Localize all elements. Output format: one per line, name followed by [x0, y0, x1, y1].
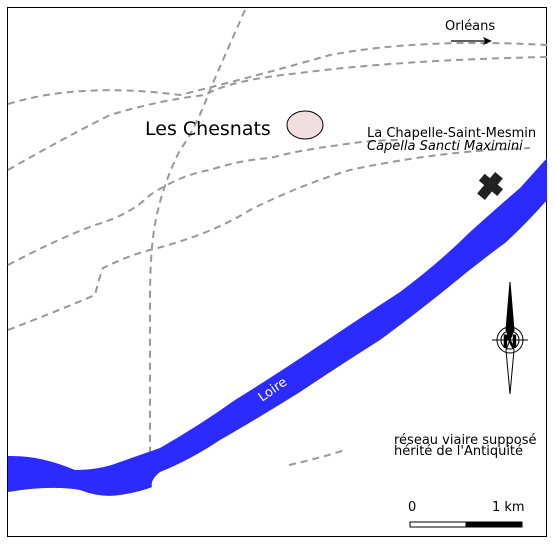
road-legend-sample — [288, 449, 346, 466]
scale-bar — [409, 521, 523, 528]
chapel-latin-label: Capella Sancti Maximini — [367, 139, 523, 154]
chapel-label: La Chapelle-Saint-Mesmin — [367, 126, 537, 141]
road-network — [7, 9, 547, 466]
scale-end-label: 1 km — [492, 500, 525, 515]
legend-line-1: réseau viaire supposé — [394, 433, 537, 448]
direction-label: Orléans — [445, 19, 496, 34]
site-ellipse — [286, 110, 324, 140]
arrow-right-icon — [451, 37, 492, 45]
compass-rose-icon — [492, 281, 528, 395]
legend-line-2: hérité de l'Antiquité — [394, 444, 524, 459]
compass-letter: N — [502, 331, 518, 353]
hamlet-label: Les Chesnats — [145, 118, 271, 140]
scale-start-label: 0 — [408, 500, 417, 515]
road-north-2 — [7, 56, 547, 171]
road-diagonal-vertical — [149, 9, 246, 460]
road-middle — [7, 139, 401, 266]
cross-icon — [477, 172, 504, 200]
road-south — [7, 147, 531, 331]
road-north-1 — [7, 41, 547, 105]
